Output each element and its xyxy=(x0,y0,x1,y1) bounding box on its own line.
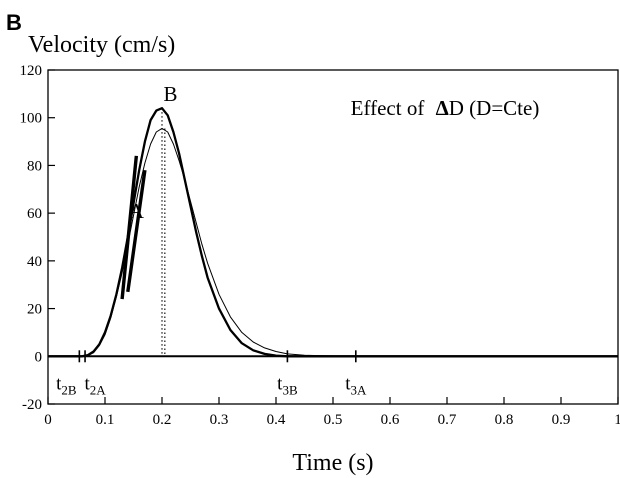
y-tick-label: 20 xyxy=(27,302,42,318)
time-marker-label-3A: t3A xyxy=(345,373,367,397)
y-axis-title: Velocity (cm/s) xyxy=(28,32,175,58)
tangent-segment-A xyxy=(126,169,147,293)
x-tick-label: 0.9 xyxy=(552,412,571,428)
x-tick-label: 1 xyxy=(614,412,620,428)
plot-frame xyxy=(47,69,619,405)
x-tick-label: 0.7 xyxy=(438,412,457,428)
y-tick-label: -20 xyxy=(22,397,42,413)
y-tick-label: 60 xyxy=(27,206,42,222)
time-markers: t2B t2A t3B t3A xyxy=(56,350,367,397)
x-tick-label: 0.8 xyxy=(495,412,514,428)
x-tick-label: 0 xyxy=(44,412,52,428)
chart-title: Effect of ΔD (D=Cte) xyxy=(351,96,540,120)
y-tick-label: 100 xyxy=(20,111,43,127)
time-marker-label-3B: t3B xyxy=(277,373,298,397)
x-axis: 0 0.1 0.2 0.3 0.4 0.5 0.6 0.7 0.8 0.9 1 xyxy=(44,397,620,428)
y-tick-label: 120 xyxy=(20,63,43,79)
y-tick-label: 0 xyxy=(35,349,43,365)
time-marker-label-2A: t2A xyxy=(84,373,106,397)
peak-markers xyxy=(161,108,166,357)
x-tick-label: 0.5 xyxy=(324,412,343,428)
x-tick-label: 0.2 xyxy=(153,412,172,428)
x-tick-label: 0.4 xyxy=(267,412,286,428)
x-axis-title: Time (s) xyxy=(292,450,373,476)
tangent-segments xyxy=(120,155,147,300)
panel-label: B xyxy=(6,10,22,35)
series-line-B xyxy=(48,107,618,358)
x-tick-label: 0.3 xyxy=(210,412,229,428)
annotation-A: A xyxy=(129,199,145,223)
tangent-segment-B xyxy=(120,155,139,300)
y-tick-label: 40 xyxy=(27,254,42,270)
annotation-B: B xyxy=(164,82,178,106)
x-tick-label: 0.1 xyxy=(96,412,115,428)
series-lines xyxy=(48,107,618,358)
series-line-A xyxy=(48,127,618,357)
annotations: BA xyxy=(129,82,178,223)
y-tick-label: 80 xyxy=(27,158,42,174)
y-axis: -20 0 20 40 60 80 100 120 xyxy=(20,63,55,413)
time-marker-label-2B: t2B xyxy=(56,373,77,397)
x-tick-label: 0.6 xyxy=(381,412,400,428)
